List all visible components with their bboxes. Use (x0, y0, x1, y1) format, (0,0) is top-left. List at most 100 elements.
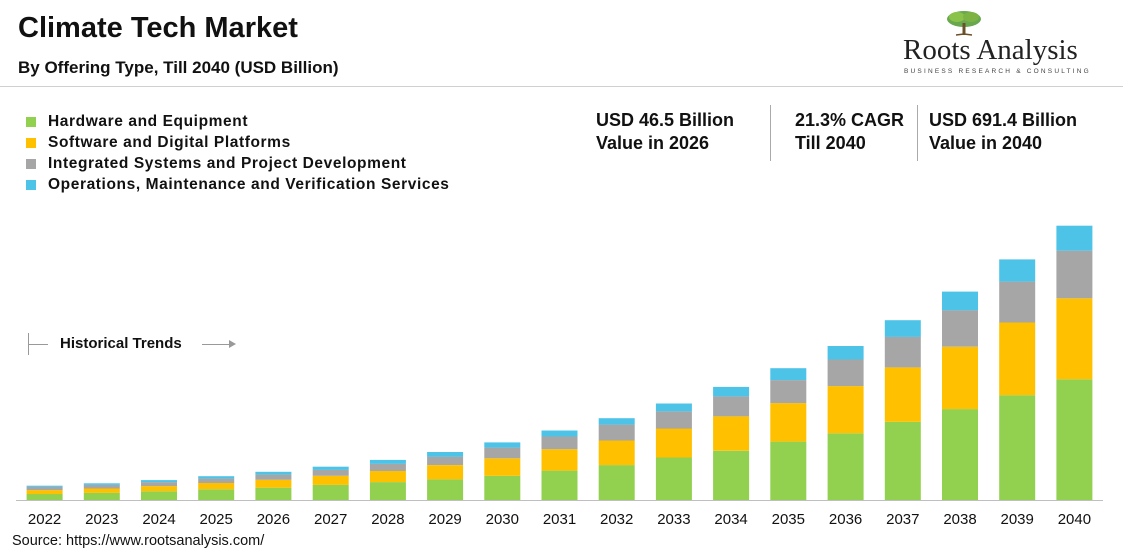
legend-label: Operations, Maintenance and Verification… (48, 175, 450, 193)
legend-label: Integrated Systems and Project Developme… (48, 154, 407, 172)
bar-segment-software-2033 (655, 428, 692, 458)
chart-legend: Hardware and Equipment Software and Digi… (26, 111, 450, 195)
bar-segment-hardware-2022 (26, 494, 63, 500)
bar-segment-operations-2036 (827, 346, 864, 360)
bar-segment-integrated-2030 (484, 447, 521, 459)
bar-segment-software-2023 (83, 488, 120, 493)
bar-segment-hardware-2034 (713, 450, 750, 500)
bar-segment-operations-2027 (312, 466, 349, 470)
bar-segment-integrated-2022 (26, 486, 63, 491)
bar-segment-integrated-2040 (1056, 250, 1093, 299)
x-tick-label: 2023 (85, 511, 118, 528)
bar-segment-integrated-2038 (942, 310, 978, 347)
x-tick-label: 2033 (657, 511, 690, 528)
x-tick-label: 2039 (1001, 511, 1034, 528)
bar-segment-hardware-2025 (198, 489, 235, 500)
arrow-head-icon (229, 340, 236, 348)
legend-item-operations: Operations, Maintenance and Verification… (26, 174, 450, 195)
bar-segment-operations-2032 (598, 418, 635, 425)
x-tick-label: 2036 (829, 511, 862, 528)
header-divider (0, 86, 1123, 87)
bar-segment-hardware-2035 (770, 441, 807, 500)
bar-segment-integrated-2023 (83, 484, 120, 489)
bar-segment-hardware-2028 (369, 482, 406, 500)
bar-segment-operations-2029 (427, 452, 464, 457)
bar-segment-hardware-2027 (312, 484, 349, 500)
bar-segment-software-2025 (198, 482, 235, 490)
x-tick-label: 2025 (200, 511, 233, 528)
annotation-line (28, 344, 48, 345)
bar-segment-hardware-2040 (1056, 379, 1093, 500)
legend-swatch-hardware (26, 116, 36, 127)
annotation-label: Historical Trends (60, 335, 182, 352)
legend-swatch-operations (26, 179, 36, 190)
bar-segment-integrated-2034 (713, 396, 750, 417)
bar-segment-operations-2034 (713, 386, 750, 397)
chart-subtitle: By Offering Type, Till 2040 (USD Billion… (18, 58, 339, 77)
stat-value: USD 691.4 Billion (929, 110, 1078, 130)
stat-value: USD 46.5 Billion (596, 110, 735, 130)
bar-segment-integrated-2028 (369, 463, 406, 471)
bar-segment-software-2040 (1056, 298, 1093, 380)
bar-segment-operations-2040 (1056, 225, 1093, 251)
bar-segment-integrated-2027 (312, 469, 349, 476)
bar-segment-operations-2024 (141, 480, 177, 483)
stat-caption: Value in 2040 (929, 133, 1043, 153)
bar-segment-software-2034 (713, 416, 750, 451)
bar-segment-software-2039 (999, 322, 1036, 396)
x-tick-label: 2037 (886, 511, 919, 528)
bar-segment-operations-2026 (255, 471, 292, 475)
brand-name: Roots Analysis (903, 34, 1078, 66)
legend-item-integrated: Integrated Systems and Project Developme… (26, 153, 450, 174)
bar-segment-software-2038 (942, 346, 978, 410)
bar-segment-operations-2033 (655, 403, 692, 412)
bar-segment-hardware-2039 (999, 395, 1036, 500)
x-tick-label: 2040 (1058, 511, 1091, 528)
x-tick-label: 2031 (543, 511, 576, 528)
bar-segment-operations-2039 (999, 259, 1036, 282)
bar-segment-hardware-2038 (942, 409, 978, 500)
bar-segment-software-2022 (26, 490, 63, 495)
bar-segment-software-2029 (427, 465, 464, 480)
bar-segment-hardware-2026 (255, 487, 292, 500)
bar-segment-software-2032 (598, 440, 635, 466)
bar-segment-integrated-2036 (827, 359, 864, 387)
bar-segment-operations-2022 (26, 485, 63, 487)
bar-segment-integrated-2029 (427, 456, 464, 465)
bar-segment-integrated-2024 (141, 482, 177, 487)
stat-market-value-2040: USD 691.4 Billion Value in 2040 (929, 109, 1077, 155)
bar-segment-operations-2031 (541, 430, 578, 437)
x-tick-label: 2024 (142, 511, 175, 528)
bar-segment-operations-2030 (484, 442, 521, 448)
bar-segment-integrated-2037 (884, 336, 921, 368)
bar-segment-integrated-2032 (598, 424, 635, 441)
bar-segment-hardware-2023 (83, 492, 120, 500)
x-tick-label: 2032 (600, 511, 633, 528)
source-note: Source: https://www.rootsanalysis.com/ (12, 533, 265, 549)
chart-title: Climate Tech Market (18, 12, 298, 44)
bar-segment-software-2037 (884, 367, 921, 422)
x-tick-label: 2028 (371, 511, 404, 528)
stat-caption: Till 2040 (795, 133, 866, 153)
bar-segment-hardware-2032 (598, 465, 635, 500)
x-tick-label: 2038 (943, 511, 976, 528)
brand-tagline: BUSINESS RESEARCH & CONSULTING (904, 68, 1091, 75)
bar-segment-operations-2025 (198, 476, 235, 479)
stat-caption: Value in 2026 (596, 133, 710, 153)
x-tick-label: 2034 (714, 511, 747, 528)
bar-segment-hardware-2033 (655, 457, 692, 500)
x-tick-label: 2029 (428, 511, 461, 528)
bar-segment-integrated-2033 (655, 411, 692, 429)
bar-segment-hardware-2030 (484, 475, 521, 500)
bar-segment-integrated-2035 (770, 380, 807, 404)
stat-divider (770, 105, 771, 161)
historical-trends-annotation: Historical Trends (28, 333, 243, 355)
bar-segment-software-2028 (369, 471, 406, 483)
x-tick-label: 2022 (28, 511, 61, 528)
bar-segment-operations-2038 (942, 291, 978, 311)
bar-segment-software-2030 (484, 458, 521, 476)
stat-cagr: 21.3% CAGR Till 2040 (795, 109, 904, 155)
stat-divider (917, 105, 918, 161)
bar-segment-software-2024 (141, 486, 177, 492)
